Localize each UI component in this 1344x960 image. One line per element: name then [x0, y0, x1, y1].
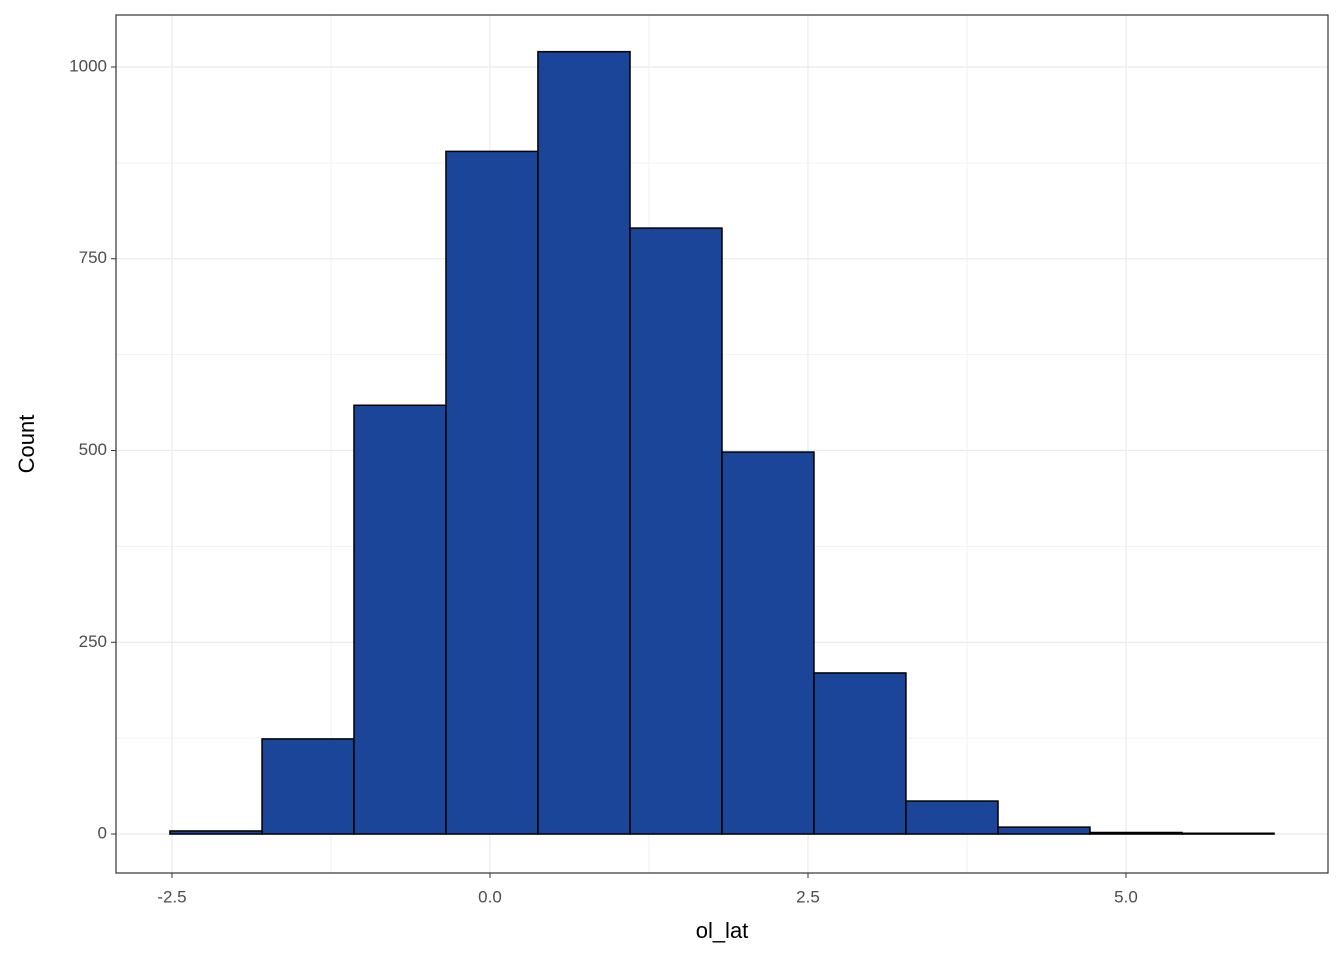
bar: [813, 672, 907, 835]
y-tick-label: 1000: [69, 56, 107, 75]
bar: [353, 404, 447, 835]
bar: [537, 50, 631, 835]
bar: [905, 800, 999, 835]
bar: [445, 150, 539, 835]
x-tick-label: -2.5: [157, 887, 186, 906]
y-tick-label: 750: [79, 248, 107, 267]
bar: [169, 830, 263, 835]
bar: [261, 738, 355, 835]
bar: [629, 227, 723, 835]
panel-border: [115, 14, 1329, 874]
bar: [997, 826, 1091, 835]
x-axis-title: ol_lat: [696, 918, 749, 943]
bar: [1181, 832, 1275, 835]
y-tick-label: 0: [98, 824, 107, 843]
x-tick-label: 0.0: [478, 887, 502, 906]
x-tick-label: 5.0: [1114, 887, 1138, 906]
y-tick-label: 500: [79, 440, 107, 459]
y-axis-title: Count: [14, 415, 39, 474]
x-tick-label: 2.5: [796, 887, 820, 906]
bar: [1089, 831, 1183, 835]
y-tick-label: 250: [79, 632, 107, 651]
bar: [721, 451, 815, 835]
